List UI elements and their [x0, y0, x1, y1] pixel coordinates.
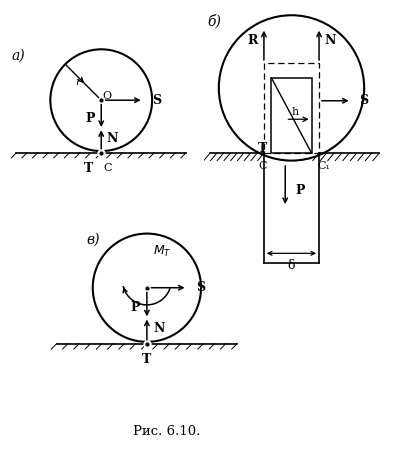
- Text: δ: δ: [288, 260, 295, 273]
- Text: S: S: [152, 94, 161, 107]
- Text: T: T: [258, 141, 267, 154]
- Bar: [272, 78, 312, 153]
- Text: N: N: [106, 132, 118, 145]
- Text: C₁: C₁: [318, 161, 330, 171]
- Text: P: P: [85, 112, 95, 125]
- Text: S: S: [197, 281, 206, 294]
- Text: в): в): [86, 233, 100, 247]
- Text: C: C: [104, 163, 112, 173]
- Text: h: h: [292, 107, 299, 117]
- Text: R: R: [247, 34, 258, 47]
- Text: O: O: [102, 91, 112, 101]
- Text: r: r: [75, 76, 80, 87]
- Text: Рис. 6.10.: Рис. 6.10.: [133, 425, 200, 438]
- Text: б): б): [207, 14, 221, 29]
- Text: C: C: [258, 161, 267, 171]
- Bar: [264, 63, 319, 153]
- Text: S: S: [360, 94, 369, 107]
- Text: P: P: [295, 184, 305, 197]
- Text: а): а): [11, 48, 25, 62]
- Text: $M_T$: $M_T$: [153, 244, 172, 259]
- Text: T: T: [84, 162, 93, 175]
- Text: N: N: [153, 322, 164, 335]
- Text: N: N: [325, 34, 336, 47]
- Text: T: T: [142, 353, 152, 366]
- Text: P: P: [130, 301, 140, 314]
